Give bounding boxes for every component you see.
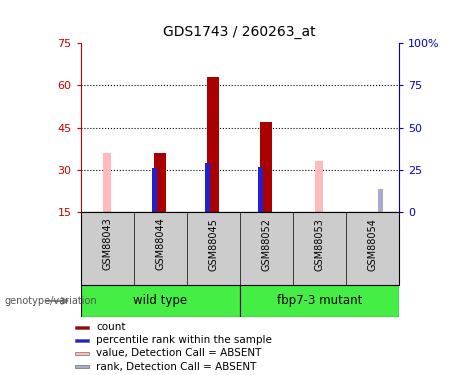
Bar xyxy=(240,285,399,317)
Text: GSM88045: GSM88045 xyxy=(208,218,218,271)
Text: count: count xyxy=(96,322,125,332)
Bar xyxy=(152,168,157,212)
Bar xyxy=(260,122,272,212)
Text: value, Detection Call = ABSENT: value, Detection Call = ABSENT xyxy=(96,348,261,358)
Text: GSM88043: GSM88043 xyxy=(102,218,112,270)
Text: genotype/variation: genotype/variation xyxy=(5,296,97,306)
Text: percentile rank within the sample: percentile rank within the sample xyxy=(96,335,272,345)
Bar xyxy=(315,161,324,212)
Bar xyxy=(81,285,240,317)
Bar xyxy=(75,326,89,329)
Text: GSM88053: GSM88053 xyxy=(314,218,324,271)
Title: GDS1743 / 260263_at: GDS1743 / 260263_at xyxy=(163,26,316,39)
Text: wild type: wild type xyxy=(133,294,187,307)
Bar xyxy=(103,153,112,212)
Bar xyxy=(205,163,210,212)
Text: fbp7-3 mutant: fbp7-3 mutant xyxy=(277,294,362,307)
Bar xyxy=(75,339,89,342)
Bar xyxy=(258,167,263,212)
Bar xyxy=(154,153,166,212)
Bar xyxy=(75,352,89,355)
Bar xyxy=(378,189,383,212)
Bar xyxy=(368,212,377,214)
Text: GSM88052: GSM88052 xyxy=(261,218,271,271)
Text: rank, Detection Call = ABSENT: rank, Detection Call = ABSENT xyxy=(96,362,256,372)
Bar xyxy=(75,365,89,368)
Text: GSM88044: GSM88044 xyxy=(155,218,165,270)
Text: GSM88054: GSM88054 xyxy=(367,218,377,271)
Bar xyxy=(207,77,219,212)
